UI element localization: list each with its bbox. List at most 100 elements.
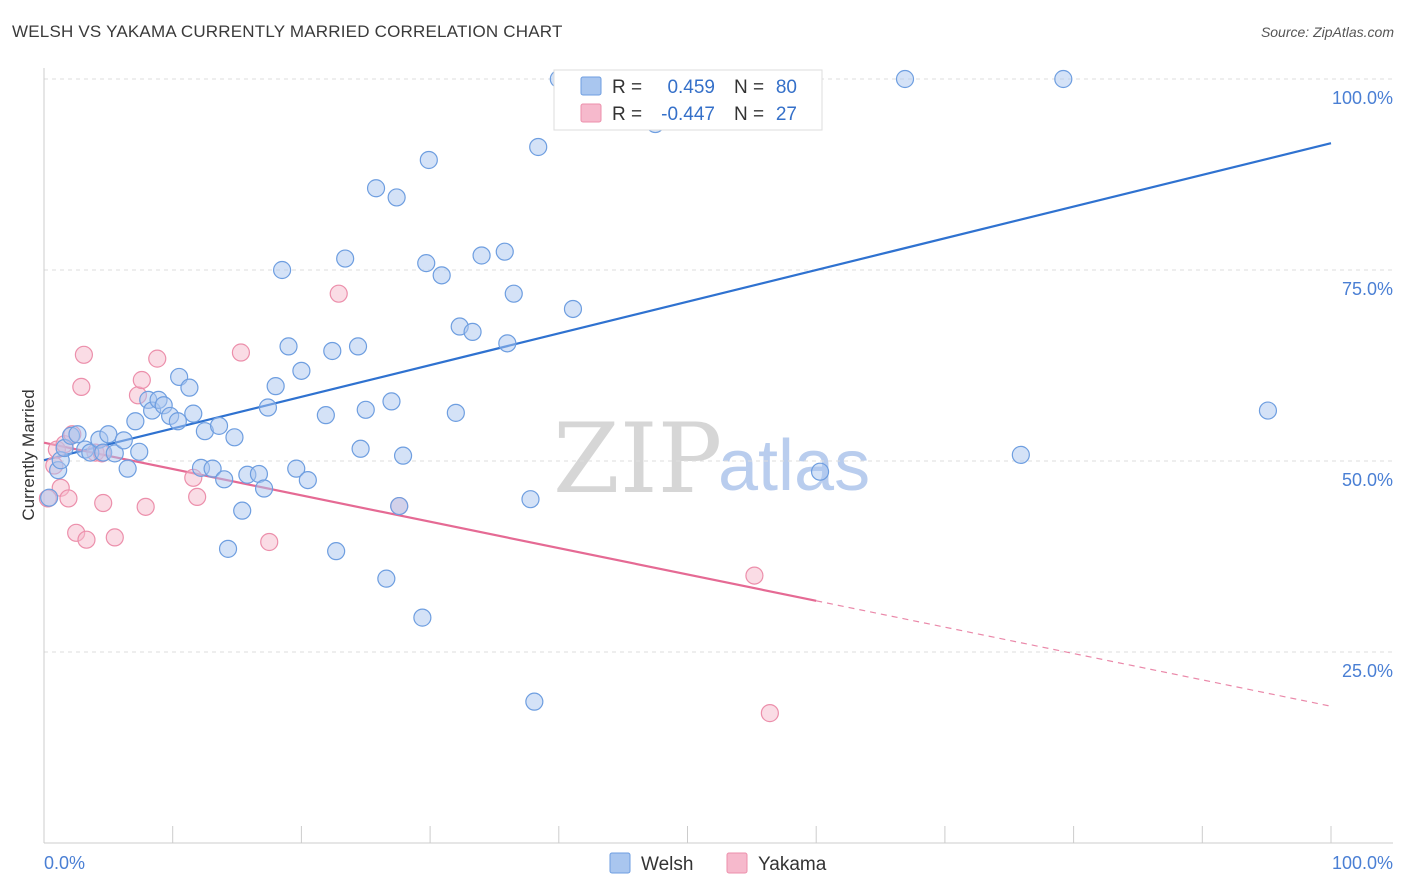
legend-n-label-welsh: N = [734,77,764,98]
yakama-point [329,284,348,303]
welsh-point [895,69,915,89]
y-axis-label: Currently Married [19,389,38,520]
gridlines [44,78,1393,653]
welsh-point [413,608,432,627]
welsh-point [203,459,222,478]
welsh-point [495,242,514,261]
bottom-legend-welsh: Welsh [641,854,693,875]
welsh-point [810,462,830,481]
welsh-point [387,188,406,207]
welsh-point [419,150,438,170]
welsh-point [225,428,244,447]
yakama-point [105,528,124,547]
welsh-point [432,266,451,285]
welsh-point [323,341,342,361]
welsh-point [1258,401,1278,420]
yakama-point [188,487,207,507]
welsh-point [258,398,278,417]
welsh-point [184,404,203,423]
bottom-legend-yakama: Yakama [758,854,827,875]
welsh-point [529,137,548,157]
welsh-point [168,412,187,431]
welsh-point [99,425,118,444]
welsh-point [390,496,409,516]
yakama-point [74,345,93,364]
welsh-point [118,459,137,478]
yakama-point [136,497,155,516]
watermark-atlas: atlas [718,426,870,506]
bottom-legend-swatch-welsh [609,852,631,874]
welsh-point [525,692,544,711]
welsh-point [292,361,311,380]
welsh-point [1054,69,1073,89]
welsh-point [316,406,335,425]
chart-title: WELSH VS YAKAMA CURRENTLY MARRIED CORREL… [12,22,563,41]
legend-r-label-welsh: R = [612,77,642,98]
welsh-point [105,444,124,463]
yakama-point [260,532,279,552]
yakama-point [132,370,151,390]
y-tick-label-75: 75.0% [1342,279,1393,299]
welsh-point [254,479,274,498]
yakama-point [77,530,96,549]
welsh-point [180,378,199,397]
yakama-point [94,493,113,513]
welsh-point [279,337,298,356]
welsh-point [218,539,238,558]
welsh-point [336,249,355,268]
welsh-point [377,569,396,588]
legend-r-value-welsh: 0.459 [667,77,715,98]
welsh-point [266,377,285,396]
welsh-point [563,299,583,319]
legend-n-value-yakama: 27 [776,104,797,125]
yakama-trend-line-extrapolated [816,600,1332,707]
yakama-trend-line [43,441,817,602]
yakama-point [72,377,91,396]
welsh-point [463,322,482,341]
welsh-point [215,470,234,489]
x-tick-label-min: 0.0% [44,853,85,873]
legend-r-value-yakama: -0.447 [661,104,715,125]
welsh-point [366,179,386,198]
welsh-points [40,69,1278,711]
yakama-point [231,343,251,362]
welsh-point [393,446,413,465]
welsh-point [287,459,306,478]
welsh-point [348,337,368,356]
welsh-point [356,400,375,419]
legend-n-value-welsh: 80 [776,77,797,98]
welsh-point [446,403,465,422]
trend-lines [43,142,1332,707]
y-tick-labels: 25.0% 50.0% 75.0% 100.0% [1332,88,1393,681]
watermark-zip: ZIP [553,403,722,515]
welsh-point [472,246,491,265]
yakama-point [59,489,78,508]
bottom-legend-swatch-yakama [726,852,748,874]
legend-n-label-yakama: N = [734,104,764,125]
legend-swatch-yakama [580,103,602,123]
yakama-point [745,566,764,585]
correlation-legend: R = 0.459 N = 80 R = -0.447 N = 27 [553,69,823,131]
welsh-point [351,439,370,458]
welsh-point [126,412,145,431]
source-credit: Source: ZipAtlas.com [1260,24,1394,40]
yakama-point [760,704,779,723]
welsh-point [327,542,346,561]
welsh-point [40,488,59,507]
series-legend: Welsh Yakama [609,852,827,875]
legend-swatch-welsh [580,76,602,96]
welsh-point [114,431,133,450]
welsh-point [68,425,87,444]
welsh-point [521,490,540,509]
welsh-point [498,334,517,353]
welsh-point [130,442,149,461]
welsh-point [504,284,523,303]
axes [43,68,1393,844]
y-tick-label-100: 100.0% [1332,88,1393,108]
y-tick-label-25: 25.0% [1342,661,1393,681]
y-tick-label-50: 50.0% [1342,470,1393,490]
welsh-trend-line [43,142,1332,462]
welsh-point [272,260,292,280]
welsh-point [298,471,317,490]
